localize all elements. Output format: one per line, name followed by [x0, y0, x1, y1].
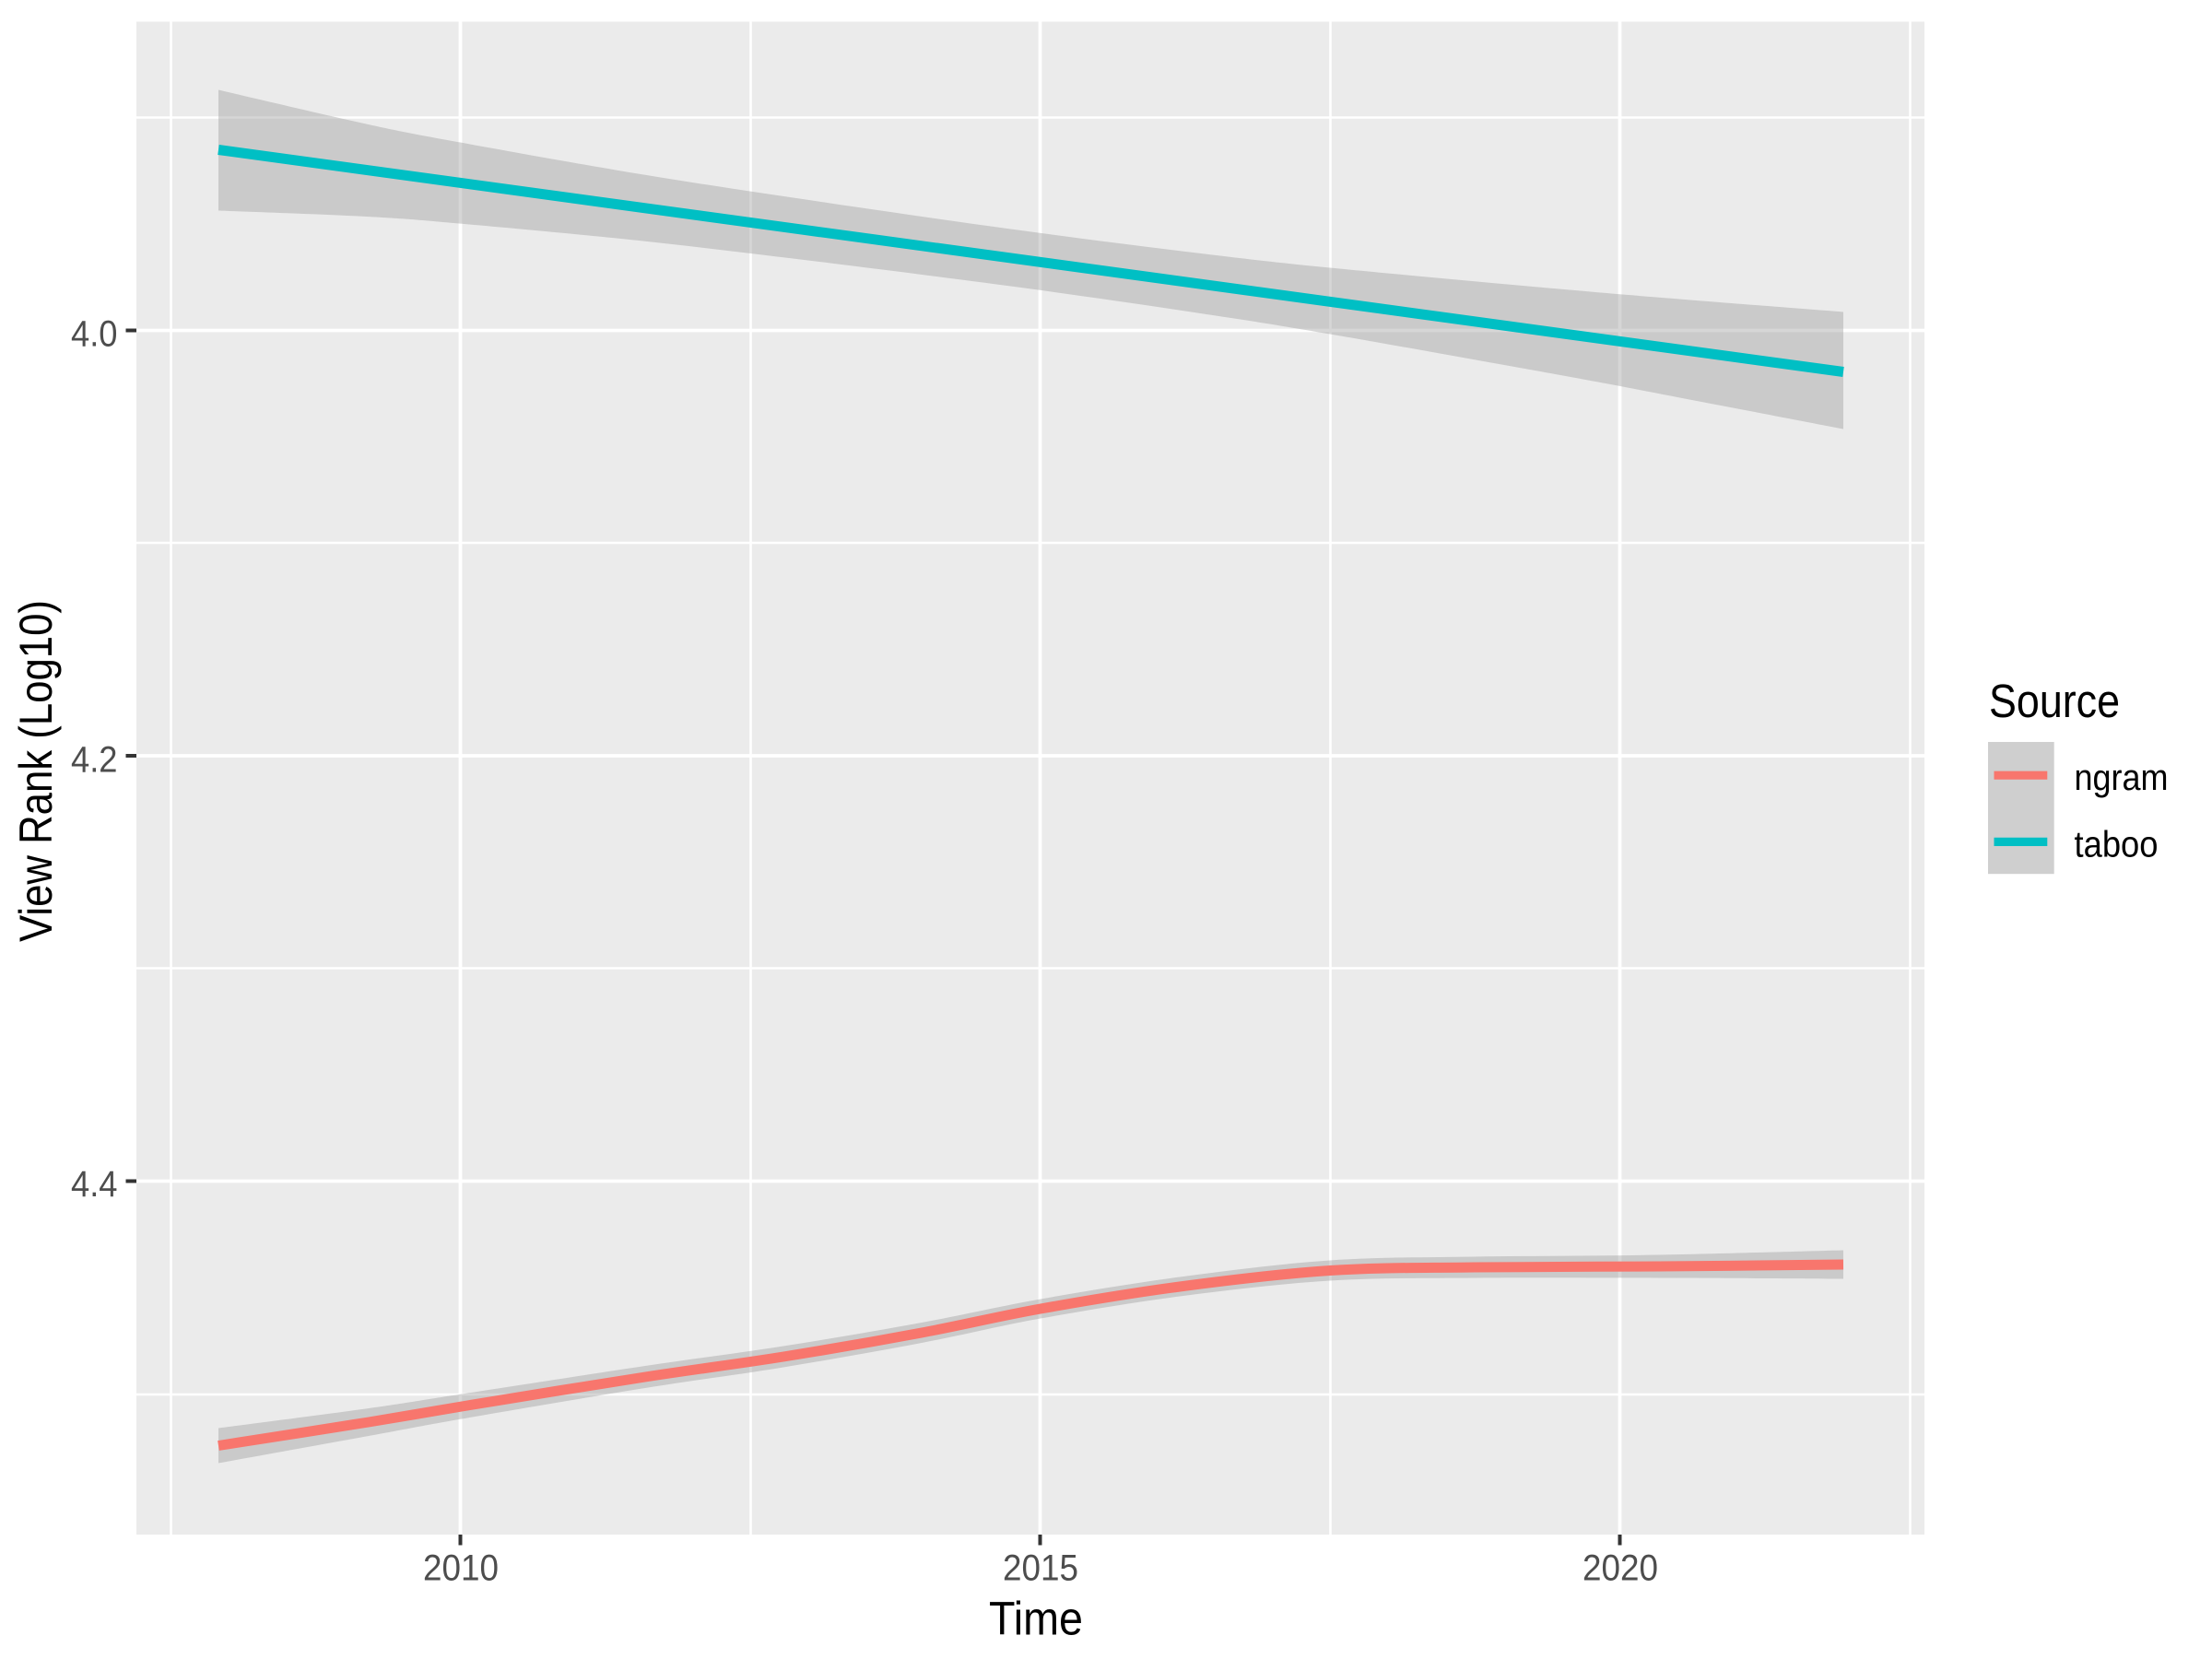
- svg-text:ngram: ngram: [2075, 758, 2169, 798]
- svg-text:4.0: 4.0: [71, 314, 118, 355]
- svg-text:4.4: 4.4: [71, 1164, 118, 1205]
- svg-text:2015: 2015: [1003, 1548, 1078, 1589]
- svg-text:4.2: 4.2: [71, 740, 118, 781]
- svg-text:taboo: taboo: [2075, 824, 2159, 865]
- svg-text:Source: Source: [1989, 675, 2120, 727]
- svg-text:View Rank (Log10): View Rank (Log10): [10, 600, 62, 942]
- svg-text:2010: 2010: [423, 1548, 499, 1589]
- svg-text:Time: Time: [989, 1593, 1083, 1645]
- svg-text:2020: 2020: [1583, 1548, 1658, 1589]
